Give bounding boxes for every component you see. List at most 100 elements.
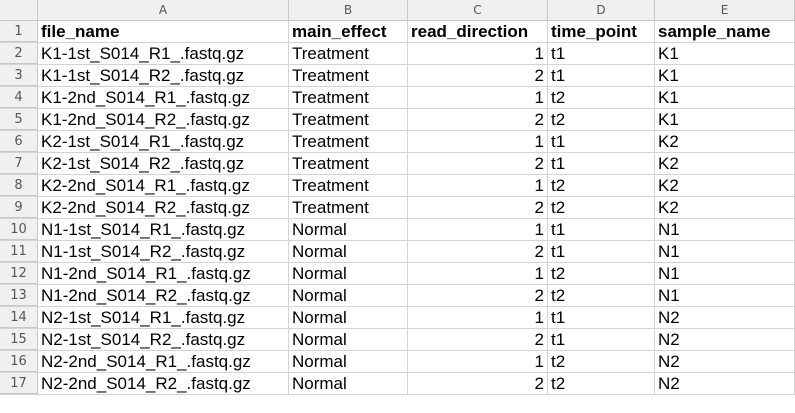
cell-file-name[interactable]: N1-2nd_S014_R2_.fastq.gz <box>38 285 289 306</box>
cell-main-effect[interactable]: Treatment <box>289 65 408 86</box>
header-cell-sample-name[interactable]: sample_name <box>655 21 795 42</box>
cell-file-name[interactable]: K1-2nd_S014_R1_.fastq.gz <box>38 87 289 108</box>
cell-read-direction[interactable]: 1 <box>408 87 548 108</box>
cell-read-direction[interactable]: 2 <box>408 65 548 86</box>
cell-main-effect[interactable]: Treatment <box>289 153 408 174</box>
cell-main-effect[interactable]: Normal <box>289 285 408 306</box>
cell-time-point[interactable]: t2 <box>548 285 655 306</box>
cell-sample-name[interactable]: N2 <box>655 329 795 350</box>
column-header-a[interactable]: A <box>38 0 289 20</box>
column-header-b[interactable]: B <box>289 0 408 20</box>
cell-read-direction[interactable]: 1 <box>408 219 548 240</box>
cell-read-direction[interactable]: 1 <box>408 307 548 328</box>
cell-sample-name[interactable]: N2 <box>655 351 795 372</box>
cell-sample-name[interactable]: N2 <box>655 307 795 328</box>
header-cell-main-effect[interactable]: main_effect <box>289 21 408 42</box>
cell-main-effect[interactable]: Normal <box>289 263 408 284</box>
cell-file-name[interactable]: N2-2nd_S014_R1_.fastq.gz <box>38 351 289 372</box>
cell-sample-name[interactable]: K1 <box>655 87 795 108</box>
cell-read-direction[interactable]: 2 <box>408 109 548 130</box>
cell-sample-name[interactable]: K1 <box>655 43 795 64</box>
cell-time-point[interactable]: t1 <box>548 65 655 86</box>
column-header-d[interactable]: D <box>548 0 655 20</box>
header-cell-read-direction[interactable]: read_direction <box>408 21 548 42</box>
row-header[interactable]: 6 <box>0 131 38 152</box>
row-header[interactable]: 10 <box>0 219 38 240</box>
cell-time-point[interactable]: t2 <box>548 373 655 394</box>
cell-main-effect[interactable]: Normal <box>289 351 408 372</box>
cell-sample-name[interactable]: K2 <box>655 197 795 218</box>
cell-time-point[interactable]: t1 <box>548 329 655 350</box>
cell-time-point[interactable]: t1 <box>548 219 655 240</box>
header-cell-file-name[interactable]: file_name <box>38 21 289 42</box>
cell-read-direction[interactable]: 2 <box>408 241 548 262</box>
cell-sample-name[interactable]: K1 <box>655 65 795 86</box>
cell-file-name[interactable]: K2-2nd_S014_R1_.fastq.gz <box>38 175 289 196</box>
cell-time-point[interactable]: t2 <box>548 87 655 108</box>
cell-main-effect[interactable]: Treatment <box>289 197 408 218</box>
cell-sample-name[interactable]: K2 <box>655 175 795 196</box>
row-header[interactable]: 8 <box>0 175 38 196</box>
cell-file-name[interactable]: K1-2nd_S014_R2_.fastq.gz <box>38 109 289 130</box>
cell-main-effect[interactable]: Treatment <box>289 131 408 152</box>
row-header[interactable]: 9 <box>0 197 38 218</box>
cell-file-name[interactable]: K1-1st_S014_R1_.fastq.gz <box>38 43 289 64</box>
cell-read-direction[interactable]: 2 <box>408 197 548 218</box>
cell-sample-name[interactable]: N1 <box>655 263 795 284</box>
cell-read-direction[interactable]: 1 <box>408 43 548 64</box>
cell-time-point[interactable]: t2 <box>548 175 655 196</box>
cell-main-effect[interactable]: Normal <box>289 219 408 240</box>
cell-read-direction[interactable]: 1 <box>408 131 548 152</box>
cell-read-direction[interactable]: 2 <box>408 373 548 394</box>
cell-sample-name[interactable]: K2 <box>655 153 795 174</box>
column-header-e[interactable]: E <box>655 0 795 20</box>
cell-sample-name[interactable]: N2 <box>655 373 795 394</box>
cell-time-point[interactable]: t1 <box>548 43 655 64</box>
cell-read-direction[interactable]: 2 <box>408 153 548 174</box>
row-header[interactable]: 1 <box>0 21 38 42</box>
select-all-corner[interactable] <box>0 0 38 20</box>
cell-time-point[interactable]: t1 <box>548 241 655 262</box>
cell-file-name[interactable]: K1-1st_S014_R2_.fastq.gz <box>38 65 289 86</box>
row-header[interactable]: 17 <box>0 373 38 394</box>
row-header[interactable]: 14 <box>0 307 38 328</box>
cell-main-effect[interactable]: Treatment <box>289 175 408 196</box>
cell-file-name[interactable]: N2-1st_S014_R1_.fastq.gz <box>38 307 289 328</box>
cell-file-name[interactable]: K2-2nd_S014_R2_.fastq.gz <box>38 197 289 218</box>
cell-file-name[interactable]: N1-1st_S014_R1_.fastq.gz <box>38 219 289 240</box>
row-header[interactable]: 5 <box>0 109 38 130</box>
cell-read-direction[interactable]: 1 <box>408 351 548 372</box>
cell-main-effect[interactable]: Treatment <box>289 87 408 108</box>
cell-file-name[interactable]: N1-1st_S014_R2_.fastq.gz <box>38 241 289 262</box>
cell-read-direction[interactable]: 2 <box>408 329 548 350</box>
cell-sample-name[interactable]: N1 <box>655 241 795 262</box>
cell-sample-name[interactable]: K1 <box>655 109 795 130</box>
row-header[interactable]: 16 <box>0 351 38 372</box>
cell-main-effect[interactable]: Treatment <box>289 109 408 130</box>
row-header[interactable]: 3 <box>0 65 38 86</box>
cell-file-name[interactable]: K2-1st_S014_R2_.fastq.gz <box>38 153 289 174</box>
cell-sample-name[interactable]: N1 <box>655 285 795 306</box>
cell-main-effect[interactable]: Normal <box>289 307 408 328</box>
cell-sample-name[interactable]: K2 <box>655 131 795 152</box>
cell-main-effect[interactable]: Normal <box>289 373 408 394</box>
cell-main-effect[interactable]: Normal <box>289 241 408 262</box>
cell-time-point[interactable]: t2 <box>548 197 655 218</box>
cell-time-point[interactable]: t1 <box>548 153 655 174</box>
row-header[interactable]: 2 <box>0 43 38 64</box>
cell-time-point[interactable]: t2 <box>548 351 655 372</box>
cell-read-direction[interactable]: 2 <box>408 285 548 306</box>
row-header[interactable]: 4 <box>0 87 38 108</box>
cell-sample-name[interactable]: N1 <box>655 219 795 240</box>
cell-time-point[interactable]: t1 <box>548 307 655 328</box>
cell-file-name[interactable]: N2-1st_S014_R2_.fastq.gz <box>38 329 289 350</box>
row-header[interactable]: 13 <box>0 285 38 306</box>
cell-time-point[interactable]: t1 <box>548 131 655 152</box>
row-header[interactable]: 12 <box>0 263 38 284</box>
cell-main-effect[interactable]: Normal <box>289 329 408 350</box>
row-header[interactable]: 7 <box>0 153 38 174</box>
cell-time-point[interactable]: t2 <box>548 263 655 284</box>
cell-file-name[interactable]: N1-2nd_S014_R1_.fastq.gz <box>38 263 289 284</box>
row-header[interactable]: 15 <box>0 329 38 350</box>
column-header-c[interactable]: C <box>408 0 548 20</box>
